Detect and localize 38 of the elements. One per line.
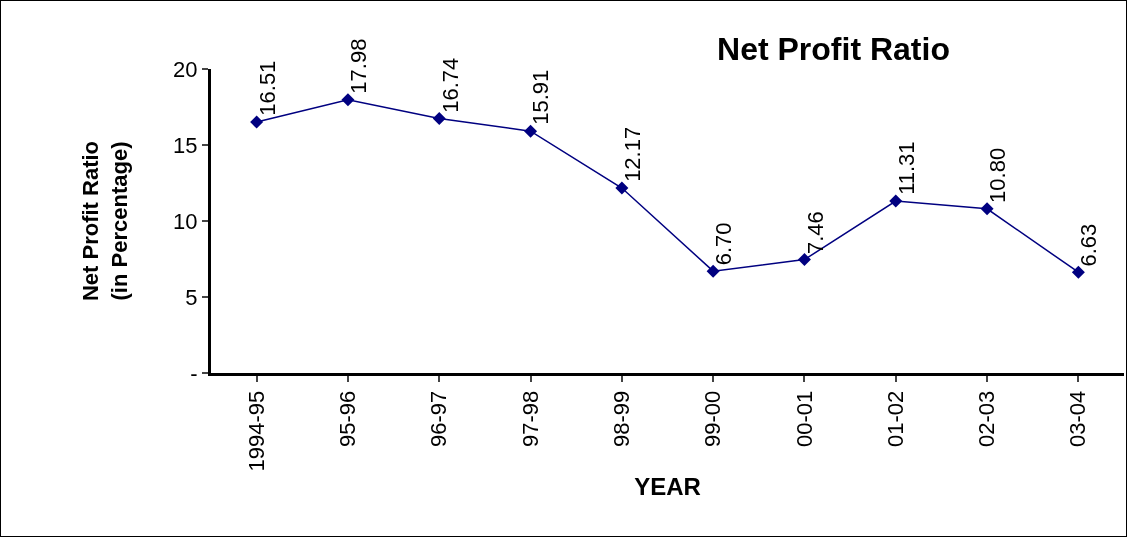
- data-label: 12.17: [619, 126, 645, 182]
- x-tick-label: 97-98: [517, 390, 543, 448]
- y-axis-title: Net Profit Ratio (in Percentage): [78, 140, 132, 302]
- data-label: 10.80: [985, 147, 1011, 203]
- y-tick-label: 15: [173, 132, 198, 158]
- x-tick-label: 95-96: [335, 390, 361, 448]
- x-tick-label: 98-99: [609, 390, 634, 448]
- point: [615, 181, 629, 195]
- x-tick-label: 1994-95: [243, 390, 269, 472]
- data-label: 17.98: [346, 38, 372, 94]
- y-tick-label: 5: [185, 284, 198, 310]
- x-tick-label: 96-97: [426, 390, 452, 448]
- x-tick-label: 02-03: [974, 390, 1000, 448]
- point: [432, 112, 446, 126]
- data-label: 6.63: [1076, 223, 1102, 267]
- point: [980, 202, 994, 216]
- point: [706, 264, 720, 278]
- data-label: 15.91: [528, 69, 554, 125]
- y-tick-label: -: [190, 360, 198, 386]
- x-axis-title: YEAR: [634, 472, 701, 500]
- point: [524, 124, 538, 138]
- x-tick-label: 99-00: [700, 390, 726, 448]
- y-tick-label: 10: [173, 208, 198, 234]
- point: [797, 253, 811, 267]
- x-tick-label: 03-04: [1065, 390, 1091, 448]
- data-label: 11.31: [893, 141, 919, 195]
- point: [889, 194, 903, 208]
- data-label: 16.51: [254, 60, 280, 116]
- point: [250, 115, 264, 129]
- data-label: 16.74: [437, 57, 463, 113]
- y-tick-label: 20: [173, 56, 198, 82]
- point: [1071, 265, 1085, 279]
- x-tick-label: 00-01: [791, 390, 817, 448]
- x-tick-label: 01-02: [882, 390, 908, 448]
- data-label: 7.46: [802, 211, 828, 255]
- data-label: 6.70: [710, 222, 736, 266]
- chart-title: Net Profit Ratio: [717, 31, 950, 68]
- point: [341, 93, 355, 107]
